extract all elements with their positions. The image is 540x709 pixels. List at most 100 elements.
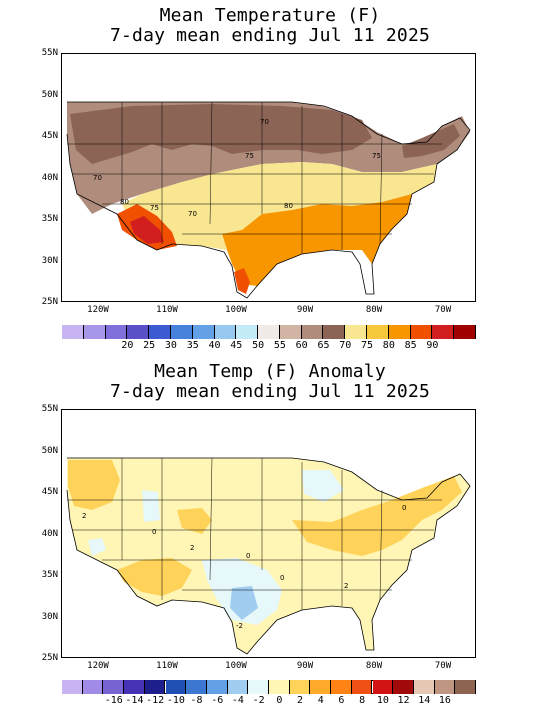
bottom-colorbar-label: -8	[190, 695, 203, 706]
bottom-colorbar-swatch	[103, 680, 125, 694]
top-colorbar-swatch	[214, 325, 237, 339]
bottom-colorbar-swatch	[372, 680, 394, 694]
top-contour-label: 80	[120, 198, 129, 206]
top-contour-label: 75	[372, 152, 381, 160]
top-us-region-orange	[222, 194, 412, 286]
bottom-us-region-lightblue-nw	[142, 490, 160, 522]
top-lon-label: 110W	[156, 305, 178, 315]
top-lat-label: 30N	[41, 255, 58, 266]
top-lon-label: 90W	[296, 305, 314, 315]
bottom-lon-label: 110W	[156, 661, 178, 671]
top-lon-label: 70W	[434, 305, 452, 315]
bottom-anomaly-map: 2 0 2 0 0 -2 2 0	[61, 409, 476, 658]
bottom-colorbar-swatch	[434, 680, 456, 694]
bottom-colorbar-swatch	[331, 680, 352, 694]
top-us-region-darkred	[130, 216, 164, 244]
top-lat-label: 40N	[41, 172, 58, 183]
bottom-lat-label: 30N	[41, 611, 58, 622]
top-us-region-red-tx	[234, 268, 250, 294]
top-colorbar-swatch	[410, 325, 433, 339]
top-contour-label: 75	[150, 204, 159, 212]
top-colorbar-swatch	[279, 325, 302, 339]
bottom-coastline	[66, 457, 471, 655]
top-colorbar-label: 90	[426, 340, 439, 351]
bottom-colorbar-swatch	[124, 680, 145, 694]
bottom-contour-label: 0	[152, 528, 156, 536]
bottom-contour-label: 2	[344, 582, 348, 590]
bottom-lon-label: 90W	[296, 661, 314, 671]
bottom-colorbar-label: -2	[252, 695, 265, 706]
bottom-title-line2: 7-day mean ending Jul 11 2025	[109, 381, 431, 402]
bottom-us-region-blue	[230, 586, 258, 620]
top-lon-label: 80W	[365, 305, 383, 315]
bottom-colorbar-label: 12	[397, 695, 410, 706]
top-colorbar-label: 25	[143, 340, 156, 351]
bottom-colorbar-label: 10	[376, 695, 389, 706]
bottom-colorbar-swatch	[413, 680, 435, 694]
top-colorbar-swatch	[236, 325, 259, 339]
bottom-colorbar-label: 2	[297, 695, 304, 706]
top-colorbar-swatch	[432, 325, 455, 339]
bottom-colorbar-swatch	[186, 680, 207, 694]
bottom-colorbar-label: 14	[418, 695, 431, 706]
top-us-region-darkbrown	[70, 104, 372, 164]
bottom-colorbar-swatch	[289, 680, 311, 694]
bottom-colorbar-label: 16	[438, 695, 451, 706]
bottom-us-region-orange-sw	[117, 558, 192, 596]
top-lon-label: 100W	[225, 305, 247, 315]
bottom-colorbar-swatch	[351, 680, 373, 694]
top-lat-label: 55N	[41, 48, 58, 58]
top-colorbar-swatch	[83, 325, 106, 339]
top-map-graphic: 70 75 70 80 75 70 80 75	[66, 101, 471, 299]
top-colorbar-label: 45	[230, 340, 243, 351]
top-state-borders	[67, 101, 442, 254]
bottom-map-graphic: 2 0 2 0 0 -2 2 0	[66, 457, 471, 655]
bottom-colorbar-label: -12	[146, 695, 165, 706]
bottom-colorbar-swatch	[62, 680, 83, 694]
bottom-state-borders	[67, 457, 442, 610]
top-contour-label: 70	[93, 174, 102, 182]
top-colorbar-label: 60	[295, 340, 308, 351]
bottom-us-region-lightblue-sw	[88, 538, 106, 556]
top-contour-label: 75	[245, 152, 254, 160]
bottom-colorbar-swatch	[248, 680, 269, 694]
top-colorbar-swatch	[62, 325, 84, 339]
top-contour-label: 70	[260, 118, 269, 126]
bottom-colorbar-label: -14	[125, 695, 144, 706]
top-colorbar-swatch	[367, 325, 389, 339]
top-colorbar-label: 75	[361, 340, 374, 351]
bottom-colorbar-swatch	[269, 680, 290, 694]
top-colorbar-swatch	[170, 325, 193, 339]
top-colorbar-label: 35	[186, 340, 199, 351]
top-colorbar-swatch	[388, 325, 411, 339]
bottom-lon-label: 70W	[434, 661, 452, 671]
top-us-region-darkbrown-ne	[402, 124, 460, 158]
top-colorbar-label: 40	[208, 340, 221, 351]
bottom-lat-label: 25N	[41, 653, 58, 663]
bottom-us-region-orange-nw	[68, 460, 120, 510]
top-contour-label: 70	[188, 210, 197, 218]
top-colorbar-swatch	[454, 325, 476, 339]
bottom-contour-label: 2	[82, 512, 86, 520]
top-colorbar-swatch	[192, 325, 215, 339]
bottom-title-line1: Mean Temp (F) Anomaly	[154, 361, 386, 382]
top-temperature-map: 70 75 70 80 75 70 80 75	[61, 53, 476, 302]
top-colorbar-swatch	[127, 325, 150, 339]
bottom-contour-label: 0	[402, 504, 406, 512]
top-coastline	[66, 101, 471, 299]
bottom-contour-label: -2	[236, 622, 243, 630]
top-colorbar-label: 20	[121, 340, 134, 351]
bottom-us-region-orange-east	[292, 476, 462, 556]
top-colorbar-swatch	[258, 325, 280, 339]
top-lat-label: 25N	[41, 297, 58, 307]
top-lon-label: 120W	[87, 305, 109, 315]
bottom-colorbar-swatch	[455, 680, 476, 694]
bottom-colorbar-label: -16	[104, 695, 123, 706]
bottom-lon-label: 100W	[225, 661, 247, 671]
top-colorbar-label: 50	[252, 340, 265, 351]
bottom-us-region-lightblue-mw	[302, 470, 344, 502]
bottom-contour-label: 0	[246, 552, 250, 560]
bottom-lat-label: 55N	[41, 404, 58, 414]
bottom-colorbar-swatch	[165, 680, 187, 694]
bottom-contour-label: 2	[190, 544, 194, 552]
